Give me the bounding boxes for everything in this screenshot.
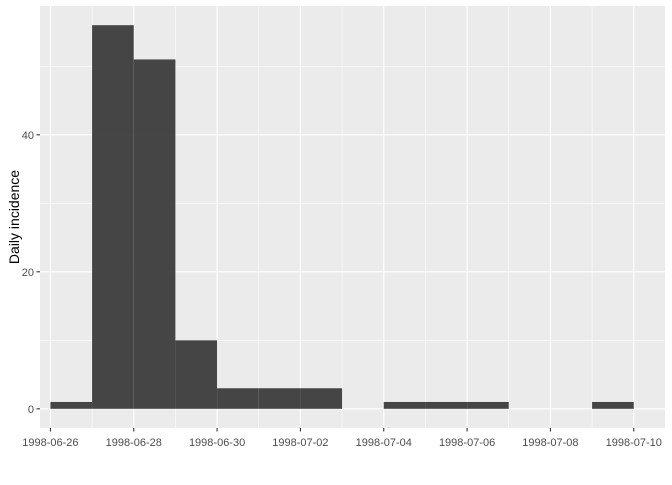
y-axis: 0 20 40: [22, 130, 40, 416]
x-axis: 1998-06-26 1998-06-28 1998-06-30 1998-07-02…: [22, 428, 662, 449]
histogram-bar: [467, 401, 509, 409]
histogram-bar: [383, 401, 426, 409]
y-tick-label: 40: [22, 130, 34, 142]
x-tick-label: 1998-07-04: [356, 437, 412, 449]
histogram-bar: [50, 401, 93, 409]
y-tick-label: 20: [22, 267, 34, 279]
y-tick-label: 0: [28, 404, 34, 416]
x-tick-label: 1998-06-26: [22, 437, 78, 449]
histogram-bar: [592, 401, 634, 409]
x-tick-label: 1998-07-10: [606, 437, 662, 449]
histogram-bar: [217, 388, 259, 409]
histogram-bars: [50, 25, 634, 409]
histogram-bar: [258, 388, 301, 409]
histogram-bar: [425, 401, 468, 409]
histogram-bar: [133, 59, 176, 409]
x-tick-label: 1998-07-08: [522, 437, 578, 449]
y-axis-title: Daily incidence: [6, 170, 22, 264]
x-tick-label: 1998-06-30: [189, 437, 245, 449]
histogram-bar: [175, 340, 218, 409]
x-tick-label: 1998-07-06: [439, 437, 495, 449]
histogram-bar: [92, 25, 134, 409]
histogram-bar: [300, 388, 343, 409]
x-tick-label: 1998-07-02: [272, 437, 328, 449]
x-tick-label: 1998-06-28: [106, 437, 162, 449]
